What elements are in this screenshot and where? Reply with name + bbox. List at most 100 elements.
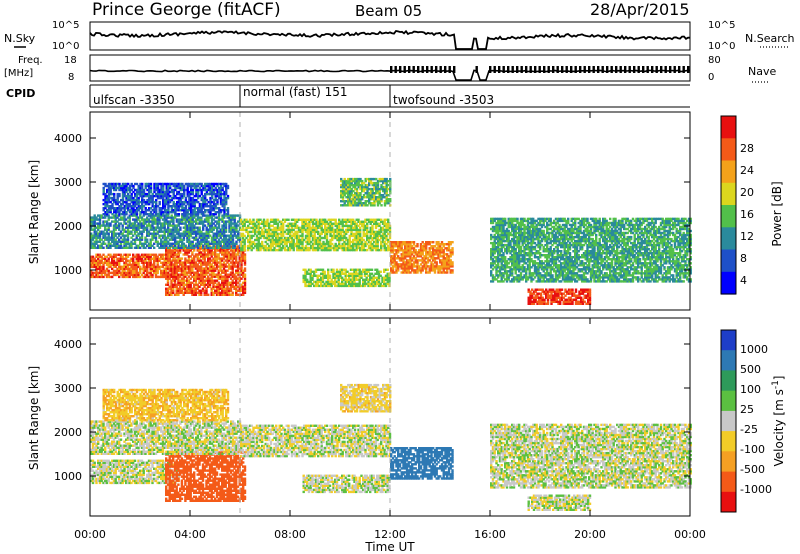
- echo-cell: [350, 177, 353, 181]
- echo-cell: [151, 205, 154, 208]
- echo-cell: [233, 249, 236, 252]
- echo-cell: [161, 255, 165, 258]
- echo-cell: [353, 244, 357, 248]
- echo-cell: [344, 282, 347, 286]
- echo-cell: [208, 245, 212, 248]
- echo-cell: [280, 224, 283, 228]
- echo-cell: [318, 268, 321, 271]
- echo-cell: [181, 194, 184, 198]
- echo-cell: [205, 192, 209, 196]
- echo-cell: [376, 200, 380, 203]
- echo-cell: [243, 267, 247, 270]
- echo-cell: [341, 282, 344, 286]
- echo-cell: [365, 276, 368, 279]
- echo-cell: [235, 283, 238, 286]
- echo-cell: [268, 246, 271, 250]
- echo-cell: [200, 245, 203, 248]
- echo-cell: [340, 194, 343, 197]
- nave-bar: [489, 66, 492, 73]
- echo-cell: [177, 279, 180, 282]
- echo-cell: [226, 207, 230, 210]
- echo-cell: [205, 283, 208, 286]
- echo-cell: [170, 216, 173, 219]
- echo-cell: [301, 238, 304, 242]
- echo-cell: [181, 232, 184, 235]
- echo-cell: [141, 202, 144, 206]
- echo-cell: [139, 246, 142, 249]
- echo-cell: [90, 259, 93, 262]
- echo-cell: [304, 248, 308, 252]
- echo-cell: [387, 248, 390, 252]
- echo-cell: [193, 213, 196, 216]
- echo-cell: [127, 196, 130, 200]
- echo-cell: [146, 244, 149, 247]
- echo-cell: [367, 238, 371, 242]
- echo-cell: [222, 271, 226, 274]
- echo-cell: [297, 248, 301, 252]
- echo-cell: [189, 259, 192, 262]
- echo-cell: [210, 226, 214, 229]
- echo-cell: [327, 240, 330, 244]
- echo-cell: [168, 232, 172, 235]
- echo-cell: [235, 259, 238, 262]
- echo-cell: [366, 185, 369, 189]
- echo-cell: [231, 255, 234, 258]
- echo-cell: [109, 186, 112, 190]
- echo-cell: [182, 283, 185, 286]
- echo-cell: [176, 205, 179, 208]
- echo-cell: [373, 232, 376, 236]
- echo-cell: [121, 246, 124, 249]
- echo-cell: [347, 202, 350, 205]
- echo-cell: [165, 236, 168, 239]
- echo-cell: [376, 230, 379, 234]
- echo-cell: [147, 220, 151, 223]
- echo-cell: [121, 202, 125, 206]
- echo-cell: [230, 230, 233, 233]
- echo-cell: [226, 265, 229, 268]
- echo-cell: [255, 220, 259, 223]
- echo-cell: [125, 205, 128, 208]
- echo-cell: [331, 242, 334, 246]
- echo-cell: [93, 226, 96, 229]
- echo-cell: [242, 285, 245, 288]
- echo-cell: [156, 218, 159, 221]
- echo-cell: [343, 220, 346, 223]
- echo-cell: [173, 257, 177, 260]
- echo-cell: [156, 265, 159, 269]
- echo-cell: [212, 238, 215, 241]
- echo-cell: [151, 194, 154, 198]
- echo-cell: [209, 242, 212, 245]
- echo-cell: [311, 270, 314, 273]
- echo-cell: [369, 220, 372, 223]
- echo-cell: [351, 274, 354, 277]
- echo-cell: [254, 222, 257, 225]
- echo-cell: [310, 244, 313, 248]
- echo-cell: [141, 211, 144, 214]
- echo-cell: [203, 242, 207, 245]
- echo-cell: [306, 248, 309, 252]
- echo-cell: [116, 259, 119, 262]
- echo-cell: [174, 244, 177, 247]
- echo-cell: [197, 194, 200, 198]
- echo-cell: [205, 216, 208, 219]
- echo-cell: [366, 200, 369, 203]
- echo-cell: [179, 188, 182, 192]
- echo-cell: [141, 188, 144, 192]
- echo-cell: [174, 234, 177, 237]
- echo-cell: [216, 220, 219, 223]
- echo-cell: [217, 275, 220, 278]
- echo-cell: [106, 209, 109, 212]
- echo-cell: [233, 257, 236, 260]
- echo-cell: [113, 200, 116, 204]
- echo-cell: [177, 196, 181, 200]
- echo-cell: [205, 205, 209, 208]
- echo-cell: [317, 230, 320, 234]
- echo-cell: [158, 222, 161, 225]
- echo-cell: [217, 271, 220, 274]
- echo-cell: [296, 226, 299, 230]
- echo-cell: [167, 234, 170, 237]
- echo-cell: [336, 244, 339, 248]
- echo-cell: [119, 259, 123, 262]
- echo-cell: [181, 192, 184, 196]
- echo-cell: [170, 281, 173, 284]
